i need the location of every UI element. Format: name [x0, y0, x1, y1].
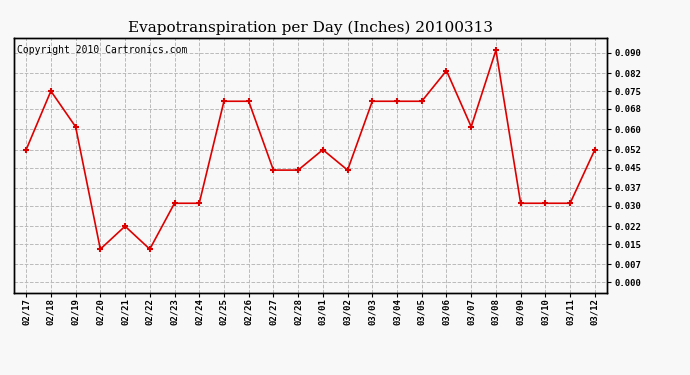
Text: Copyright 2010 Cartronics.com: Copyright 2010 Cartronics.com	[17, 45, 187, 55]
Title: Evapotranspiration per Day (Inches) 20100313: Evapotranspiration per Day (Inches) 2010…	[128, 21, 493, 35]
